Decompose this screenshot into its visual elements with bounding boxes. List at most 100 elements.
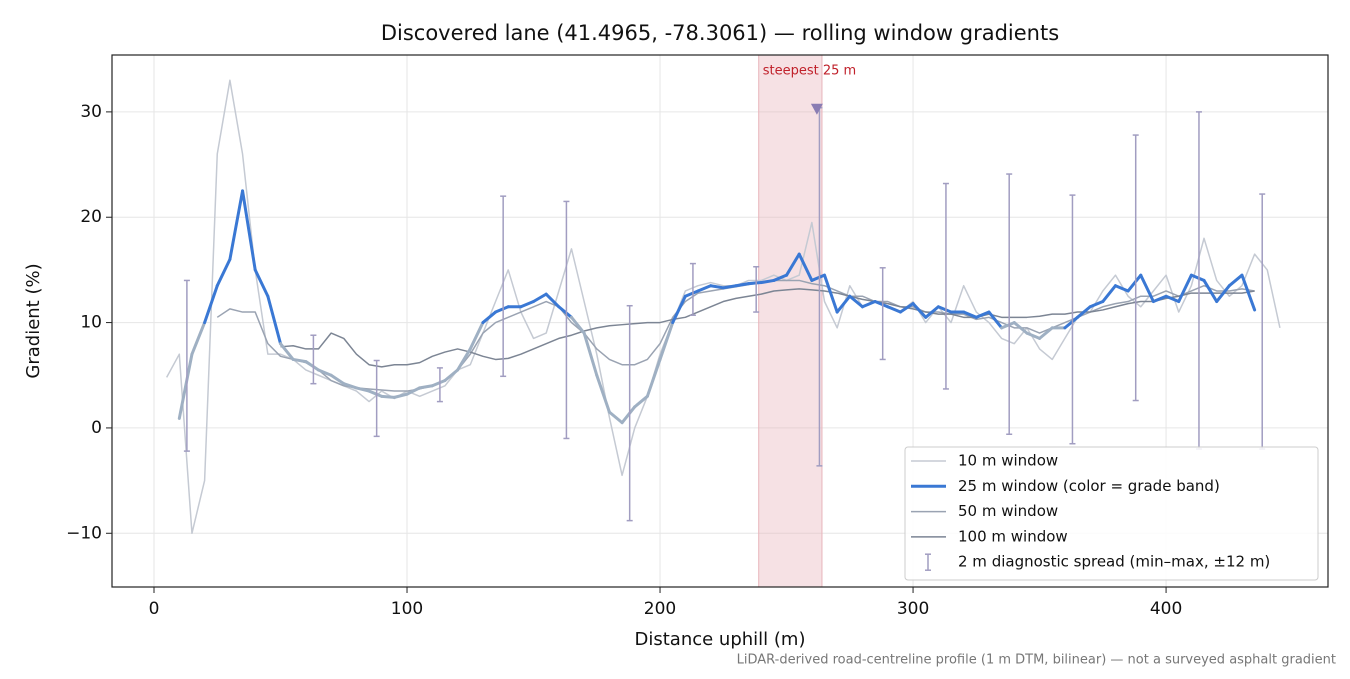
- line-segment: [266, 294, 283, 346]
- line-segment: [1113, 284, 1130, 293]
- line-segment: [1063, 315, 1080, 330]
- line-segment: [671, 294, 687, 325]
- line-segment: [696, 284, 713, 293]
- line-segment: [721, 284, 738, 290]
- line-segment: [405, 386, 422, 396]
- y-tick-label: 10: [80, 313, 102, 333]
- x-tick-label: 100: [391, 599, 423, 619]
- line-segment: [304, 360, 320, 372]
- line-segment: [1139, 273, 1155, 304]
- line-segment: [873, 300, 890, 309]
- line-segment: [329, 373, 346, 386]
- line-segment: [886, 305, 902, 314]
- line-segment: [911, 302, 928, 319]
- y-tick-label: 30: [80, 102, 102, 122]
- line-segment: [1227, 273, 1244, 288]
- plot-area: [165, 55, 1281, 587]
- line-segment: [494, 305, 510, 314]
- line-segment: [924, 305, 940, 319]
- plot-frame: [111, 54, 1329, 588]
- line-segment: [177, 352, 194, 420]
- line-segment: [241, 189, 257, 272]
- legend-label: 10 m window: [958, 452, 1058, 470]
- steepest-label: steepest 25 m: [763, 64, 856, 79]
- line-segment: [1177, 273, 1193, 304]
- line-segment: [822, 273, 839, 314]
- line-segment: [203, 284, 219, 325]
- line-segment: [279, 342, 295, 361]
- line-segment: [709, 284, 725, 290]
- legend-label: 50 m window: [958, 502, 1058, 520]
- line-segment: [1151, 294, 1168, 304]
- line-segment: [1215, 284, 1231, 304]
- line-segment: [683, 289, 700, 298]
- footnote: LiDAR-derived road-centreline profile (1…: [737, 653, 1336, 668]
- line-segment: [835, 294, 852, 314]
- line-segment: [582, 331, 599, 377]
- line-segment: [456, 347, 472, 372]
- line-segment: [759, 278, 776, 285]
- line-segment: [1126, 273, 1143, 293]
- line-segment: [848, 294, 864, 309]
- line-segment: [1012, 321, 1029, 335]
- line-segment: [962, 310, 978, 319]
- line-segment: [253, 268, 270, 298]
- line-segment: [291, 357, 308, 364]
- x-axis-label: Distance uphill (m): [635, 629, 806, 650]
- line-segment: [1038, 326, 1054, 340]
- legend-label: 25 m window (color = grade band): [958, 477, 1220, 495]
- line-segment: [620, 405, 637, 425]
- line-segment: [468, 321, 485, 351]
- line-segment: [430, 379, 447, 388]
- line-segment: [898, 302, 915, 314]
- line-segment: [936, 305, 953, 314]
- line-segment: [532, 292, 548, 304]
- line-segment: [645, 357, 662, 398]
- line-segment: [1101, 284, 1117, 304]
- line-segment: [987, 310, 1004, 330]
- steepest-marker: [810, 103, 823, 115]
- steepest-span: [758, 55, 823, 587]
- line-segment: [810, 273, 826, 282]
- line-segment: [1025, 331, 1042, 340]
- line-segment: [1000, 321, 1016, 330]
- line-segment: [772, 273, 789, 282]
- line-segment: [1088, 300, 1105, 309]
- line-segment: [734, 282, 751, 288]
- line-segment: [481, 310, 498, 325]
- legend-label: 100 m window: [958, 527, 1068, 545]
- x-tick-label: 200: [644, 599, 676, 619]
- line-segment: [595, 373, 611, 414]
- chart-title: Discovered lane (41.4965, -78.3061) — ro…: [381, 21, 1059, 45]
- line-segment: [418, 384, 434, 390]
- legend-label: 2 m diagnostic spread (min–max, ±12 m): [958, 553, 1270, 571]
- x-tick-label: 0: [149, 599, 160, 619]
- line-segment: [797, 252, 814, 282]
- y-tick-label: −10: [66, 523, 102, 543]
- legend: 10 m window 25 m window (color = grade ba…: [904, 446, 1319, 581]
- y-axis-label: Gradient (%): [23, 263, 44, 378]
- line-segment: [380, 394, 396, 399]
- y-tick-label: 0: [91, 418, 102, 438]
- line-segment: [316, 368, 333, 377]
- line-segment: [228, 189, 245, 261]
- x-tick-label: 300: [897, 599, 929, 619]
- line-segment: [443, 368, 460, 383]
- line-segment: [1240, 273, 1257, 312]
- line-segment: [747, 281, 763, 286]
- line-segment: [1164, 294, 1181, 304]
- line-segment: [367, 389, 384, 398]
- line-segment: [519, 300, 536, 309]
- line-segment: [215, 257, 232, 288]
- line-segment: [1076, 305, 1092, 319]
- line-segment: [658, 321, 675, 361]
- line-segment: [974, 310, 991, 319]
- line-segment: [557, 305, 573, 319]
- series-line: [280, 288, 1255, 368]
- y-tick-label: 20: [80, 207, 102, 227]
- line-segment: [785, 252, 801, 277]
- legend-box: [904, 446, 1319, 581]
- line-segment: [607, 410, 624, 425]
